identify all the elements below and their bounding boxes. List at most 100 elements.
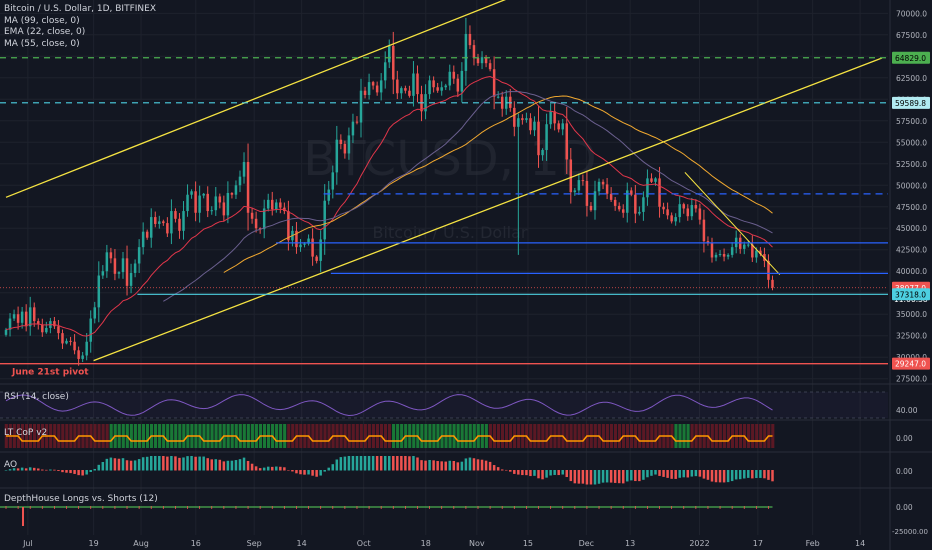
ao-bar <box>32 467 36 471</box>
cop-bar <box>57 424 61 448</box>
candle-body <box>747 244 750 246</box>
candle-body <box>678 204 681 218</box>
ao-bar <box>20 467 24 471</box>
cop-bar <box>178 424 182 448</box>
cop-bar <box>383 424 388 448</box>
candle-body <box>101 271 105 276</box>
ao-bar <box>194 456 197 471</box>
ao-bar <box>299 470 302 475</box>
x-tick-label: 17 <box>753 539 763 548</box>
ao-bar <box>581 470 585 484</box>
y-tick-label: 45000.0 <box>896 224 927 233</box>
ao-bar <box>335 459 339 471</box>
ao-bar <box>642 470 645 480</box>
ao-bar <box>650 470 653 476</box>
ma55-line <box>223 95 773 273</box>
candle-body <box>621 209 625 213</box>
cop-bar <box>690 424 694 448</box>
ao-bar <box>109 457 113 471</box>
candle-body <box>178 218 181 231</box>
ao-bar <box>101 462 105 471</box>
ao-bar <box>145 456 149 471</box>
ao-bar <box>4 470 8 471</box>
cop-bar <box>283 424 287 448</box>
ao-bar <box>553 470 556 475</box>
ao-bar <box>339 457 343 471</box>
y-tick-label: 55000.0 <box>896 138 927 147</box>
candle-body <box>488 63 492 70</box>
candle-body <box>400 88 403 94</box>
ao-bar <box>323 470 326 472</box>
candle-body <box>484 57 488 64</box>
ao-bar <box>658 470 661 476</box>
candle-body <box>722 254 726 257</box>
candle-body <box>206 193 209 212</box>
candle-body <box>690 205 694 217</box>
cop-bar <box>678 424 682 448</box>
ao-bar <box>222 461 226 471</box>
cop-bar <box>456 424 460 448</box>
ao-bar <box>488 461 492 471</box>
candle-body <box>529 118 532 131</box>
cop-bar <box>609 424 613 448</box>
candle-body <box>363 90 367 95</box>
cop-bar <box>581 424 585 448</box>
ao-bar <box>291 470 294 472</box>
candle-body <box>658 178 661 207</box>
candle-body <box>379 80 383 93</box>
ao-pane-label: AO <box>4 460 18 470</box>
candle-body <box>500 96 504 109</box>
cop-bar <box>279 424 283 448</box>
candle-body <box>367 82 371 95</box>
cop-bar <box>533 424 537 448</box>
ao-bar <box>343 456 347 471</box>
candle-body <box>28 307 32 327</box>
candle-body <box>154 217 157 224</box>
cop-bar <box>545 424 549 448</box>
ao-bar <box>355 456 359 471</box>
cop-bar <box>771 424 775 448</box>
ao-bar <box>448 460 452 471</box>
ao-bar <box>279 466 282 471</box>
ao-bar <box>8 469 12 471</box>
candle-body <box>343 143 347 154</box>
dh-axis-label-2: -25000.00 <box>892 528 928 536</box>
ao-bar <box>617 470 621 484</box>
ao-bar <box>428 459 431 471</box>
ao-bar <box>85 470 88 475</box>
price-badge-64829-bg <box>892 51 930 64</box>
cop-bar <box>93 424 97 448</box>
y-tick-label: 52500.0 <box>896 160 927 169</box>
candle-body <box>444 85 447 88</box>
candle-body <box>642 197 645 212</box>
ao-bar <box>396 456 399 471</box>
ao-bar <box>57 470 60 471</box>
cop-bar <box>464 424 468 448</box>
cop-bar <box>24 424 29 448</box>
candle-body <box>32 307 36 322</box>
candle-body <box>327 189 330 201</box>
cop-bar <box>351 424 355 448</box>
ao-bar <box>444 461 447 471</box>
cop-bar <box>537 424 541 448</box>
ao-bar <box>315 470 318 477</box>
cop-bar <box>492 424 496 448</box>
cop-bar <box>182 424 186 448</box>
cop-bar <box>32 424 37 448</box>
ao-bar <box>387 456 391 471</box>
candle-body <box>242 162 246 177</box>
candle-body <box>593 191 597 211</box>
x-tick-label: Dec <box>579 539 594 548</box>
ao-bar <box>186 456 189 471</box>
ao-bar <box>371 456 375 471</box>
ao-bar <box>287 469 290 471</box>
candle-body <box>166 223 169 234</box>
ao-bar <box>678 470 681 478</box>
candle-body <box>8 318 12 330</box>
candle-body <box>250 212 254 219</box>
candle-body <box>162 221 165 224</box>
cop-bar <box>359 424 363 448</box>
candle-body <box>634 194 637 214</box>
cop-bar <box>747 424 751 448</box>
